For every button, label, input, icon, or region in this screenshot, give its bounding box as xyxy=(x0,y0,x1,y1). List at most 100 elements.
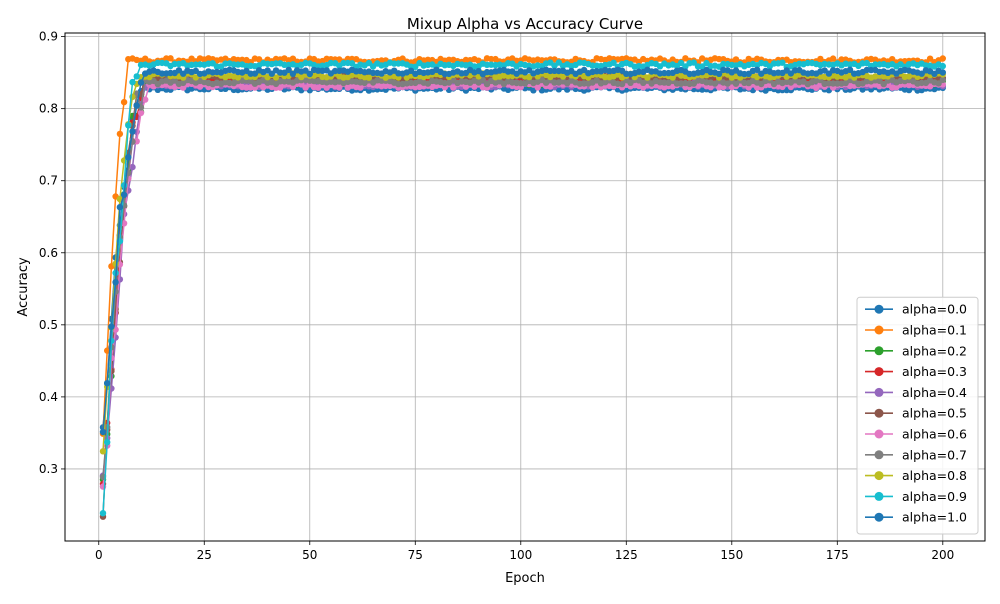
legend-label: alpha=0.1 xyxy=(902,323,967,338)
data-point xyxy=(133,102,140,109)
legend-label: alpha=0.0 xyxy=(902,302,967,317)
data-point xyxy=(180,84,187,91)
data-point xyxy=(926,55,934,62)
data-point xyxy=(935,80,942,87)
legend-item: alpha=0.1 xyxy=(865,323,967,338)
legend-marker xyxy=(874,450,884,460)
legend-label: alpha=0.9 xyxy=(902,489,967,504)
legend-item: alpha=0.6 xyxy=(865,427,967,442)
series-alpha=0.9 xyxy=(99,59,946,517)
y-axis: 0.3 0.4 0.5 0.6 0.7 0.8 0.9 xyxy=(39,30,65,476)
data-point xyxy=(175,67,183,74)
legend-marker xyxy=(874,304,884,314)
legend-label: alpha=0.7 xyxy=(902,447,967,462)
data-point xyxy=(142,96,149,103)
data-point xyxy=(116,130,124,138)
data-point xyxy=(699,63,706,70)
data-point xyxy=(357,84,364,91)
data-point xyxy=(669,74,676,81)
data-point xyxy=(108,323,115,330)
data-point xyxy=(846,66,854,74)
y-tick-label: 0.9 xyxy=(39,30,58,44)
data-point xyxy=(171,77,178,84)
data-point xyxy=(125,154,132,161)
data-point xyxy=(137,109,145,117)
data-point xyxy=(129,78,136,86)
data-point xyxy=(289,70,297,78)
legend-marker xyxy=(874,325,884,335)
data-point xyxy=(129,128,136,135)
data-point xyxy=(880,80,887,88)
data-point xyxy=(690,59,697,66)
data-point xyxy=(939,69,946,76)
y-tick-label: 0.8 xyxy=(39,102,58,116)
data-point xyxy=(285,66,292,74)
data-point xyxy=(534,84,541,91)
y-tick-label: 0.3 xyxy=(39,462,58,476)
data-point xyxy=(753,66,761,74)
series-alpha=1.0 xyxy=(99,66,946,436)
x-axis: 0 25 50 75 100 125 150 175 200 xyxy=(95,541,954,562)
x-tick-label: 25 xyxy=(197,548,212,562)
y-tick-label: 0.6 xyxy=(39,246,58,260)
legend-label: alpha=0.5 xyxy=(902,406,967,421)
legend-marker xyxy=(874,346,884,356)
data-point xyxy=(120,98,128,106)
data-point xyxy=(779,59,786,66)
data-point xyxy=(365,74,373,81)
data-point xyxy=(112,279,119,286)
data-point xyxy=(99,428,107,436)
legend-item: alpha=0.7 xyxy=(865,447,967,462)
y-tick-label: 0.4 xyxy=(39,390,58,404)
legend-item: alpha=0.9 xyxy=(865,489,967,504)
data-point xyxy=(677,59,685,67)
legend-label: alpha=0.2 xyxy=(902,343,967,358)
legend-marker xyxy=(874,471,884,481)
x-tick-label: 75 xyxy=(408,548,423,562)
legend-marker xyxy=(874,387,884,397)
legend-item: alpha=0.3 xyxy=(865,364,967,379)
data-point xyxy=(450,84,457,91)
data-point xyxy=(125,122,132,129)
data-point xyxy=(104,439,111,446)
plot-frame xyxy=(64,32,986,542)
legend-marker xyxy=(874,429,884,439)
data-point xyxy=(129,163,136,171)
data-point xyxy=(116,204,124,211)
x-tick-label: 50 xyxy=(302,548,317,562)
data-point xyxy=(99,448,107,455)
grid xyxy=(65,33,985,541)
legend-item: alpha=0.4 xyxy=(865,385,967,400)
data-point xyxy=(137,79,145,86)
legend-item: alpha=1.0 xyxy=(865,510,967,525)
x-tick-label: 100 xyxy=(509,548,532,562)
data-point xyxy=(618,80,626,88)
chart-title: Mixup Alpha vs Accuracy Curve xyxy=(407,15,643,33)
legend-marker xyxy=(874,491,884,501)
x-tick-label: 175 xyxy=(826,548,849,562)
x-axis-label: Epoch xyxy=(505,571,545,586)
data-point xyxy=(306,70,313,78)
data-point xyxy=(412,63,419,70)
y-axis-label: Accuracy xyxy=(16,257,31,317)
x-tick-label: 0 xyxy=(95,548,103,562)
data-point xyxy=(348,60,356,67)
legend-marker xyxy=(874,367,884,377)
data-point xyxy=(99,510,107,517)
legend-label: alpha=0.4 xyxy=(902,385,967,400)
data-point xyxy=(610,59,617,66)
data-point xyxy=(104,380,111,387)
data-point xyxy=(715,70,723,78)
data-point xyxy=(829,55,837,62)
legend: alpha=0.0 alpha=0.1 alpha=0.2 alpha=0.3 alph… xyxy=(856,296,979,535)
data-point xyxy=(939,55,946,62)
data-point xyxy=(120,182,128,189)
data-point xyxy=(120,191,128,198)
x-tick-label: 125 xyxy=(615,548,638,562)
legend-label: alpha=1.0 xyxy=(902,510,967,525)
data-point xyxy=(108,337,115,345)
y-tick-label: 0.5 xyxy=(39,318,58,332)
